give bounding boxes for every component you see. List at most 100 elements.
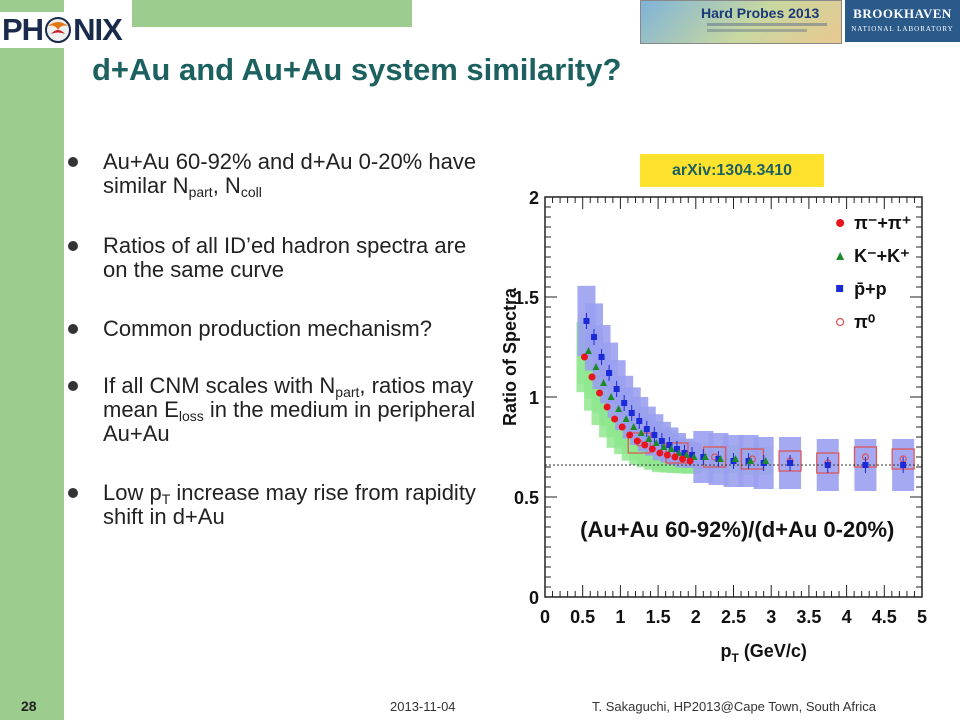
slide-title: d+Au and Au+Au system similarity?	[92, 52, 622, 87]
subscript: part	[188, 184, 213, 200]
kaon-point	[652, 439, 660, 446]
ratio-chart: 0 0.5 1 1.5 2 2.5 3 3.5 4 4.5 5 0 0.5 1 1.5 2 pT (GeV/c)…	[500, 188, 927, 665]
proton-point	[658, 438, 665, 444]
proton-point	[628, 410, 635, 416]
pion-point	[603, 403, 611, 411]
subscript: T	[161, 491, 171, 507]
y-tick-label: 0	[529, 588, 539, 608]
bullet-text: , N	[212, 173, 241, 198]
bullet-dot-icon	[68, 241, 78, 251]
x-tick-label: 3	[766, 607, 776, 627]
y-tick-label: 0.5	[514, 488, 539, 508]
lab-subtitle: NATIONAL LABORATORY	[851, 25, 954, 33]
bullet-item: Ratios of all ID’ed hadron spectra are o…	[68, 234, 483, 282]
pion-point	[641, 441, 649, 449]
kaon-point	[592, 363, 600, 370]
x-tick-label: 1	[615, 607, 625, 627]
pion-point	[671, 453, 679, 461]
x-tick-label: 2.5	[721, 607, 746, 627]
x-tick-label: 4	[842, 607, 852, 627]
chart-annotation: (Au+Au 60-92%)/(d+Au 0-20%)	[580, 517, 894, 542]
kaon-point	[762, 457, 770, 464]
page-number: 28	[21, 698, 37, 714]
kaon-point	[622, 415, 630, 422]
chart-legend: π⁻+π⁺ K⁻+K⁺ p̄+p π⁰	[836, 213, 911, 332]
proton-point	[689, 452, 696, 458]
bullet-text: Common production mechanism?	[103, 316, 432, 341]
x-tick-label: 2	[691, 607, 701, 627]
legend-label: K⁻+K⁺	[854, 246, 910, 266]
proton-point	[700, 454, 707, 460]
pion-point	[618, 423, 626, 431]
kaon-point	[667, 445, 675, 452]
legend-label: π⁰	[854, 312, 875, 332]
proton-point	[583, 318, 590, 324]
bullet-text: Au+Au 60-92% and d+Au 0-20% have similar…	[103, 149, 477, 198]
logo-text-left: PH	[2, 12, 44, 47]
proton-point	[598, 354, 605, 360]
bullet-item: Low pT increase may rise from rapidity s…	[68, 481, 483, 529]
bullet-item: If all CNM scales with Npart, ratios may…	[68, 374, 483, 446]
x-tick-label: 5	[917, 607, 927, 627]
proton-point	[824, 462, 831, 468]
conference-banner: Hard Probes 2013	[640, 0, 842, 44]
bullet-text: , ratios may mean E	[103, 373, 474, 422]
bullet-dot-icon	[68, 157, 78, 167]
y-tick-label: 2	[529, 188, 539, 208]
proton-point	[673, 446, 680, 452]
bullet-text: increase may rise from rapidity shift in…	[103, 480, 476, 529]
kaon-point	[615, 405, 623, 412]
kaon-point	[675, 449, 683, 456]
top-accent-bar	[132, 0, 412, 27]
logo-text-right: NIX	[73, 12, 123, 47]
kaon-point	[732, 455, 739, 462]
subscript: part	[335, 384, 360, 400]
kaon-point	[682, 451, 690, 458]
subscript: loss	[178, 408, 204, 424]
pion-point	[648, 445, 656, 453]
bnl-logo: BROOKHAVEN NATIONAL LABORATORY	[845, 0, 960, 42]
footer-date: 2013-11-04	[390, 699, 456, 714]
proton-point	[591, 334, 598, 340]
bullet-text: in the medium in peripheral Au+Au	[103, 397, 476, 446]
kaon-point	[607, 393, 615, 400]
bullet-dot-icon	[68, 381, 78, 391]
proton-point	[621, 400, 628, 406]
kaon-point	[600, 379, 608, 386]
proton-point	[900, 462, 907, 468]
kaon-point	[645, 435, 653, 442]
x-tick-label: 0	[540, 607, 550, 627]
proton-point	[643, 426, 650, 432]
legend-label: p̄+p	[854, 279, 887, 299]
x-tick-label: 1.5	[646, 607, 671, 627]
banner-line	[707, 23, 827, 26]
x-tick-label: 0.5	[570, 607, 595, 627]
bullet-dot-icon	[68, 488, 78, 498]
arxiv-label[interactable]: arXiv:1304.3410	[640, 154, 824, 187]
bullet-dot-icon	[68, 324, 78, 334]
y-tick-label: 1.5	[514, 288, 539, 308]
legend-pi0-marker	[836, 317, 845, 327]
x-tick-label: 3.5	[796, 607, 821, 627]
kaon-point	[660, 443, 668, 450]
kaon-point	[637, 429, 645, 436]
pion-point	[656, 449, 664, 457]
footer-author: T. Sakaguchi, HP2013@Cape Town, South Af…	[592, 699, 876, 714]
proton-point	[666, 442, 673, 448]
legend-proton-marker	[836, 285, 844, 292]
pion-point	[611, 415, 619, 423]
legend-pion-marker	[836, 219, 845, 227]
bullet-text: Ratios of all ID’ed hadron spectra are o…	[103, 233, 467, 282]
phoenix-bird-icon	[45, 17, 72, 43]
proton-point	[787, 460, 794, 466]
pion-point	[588, 373, 596, 381]
pion-point	[663, 451, 671, 459]
proton-point	[606, 370, 613, 376]
legend-kaon-marker	[836, 252, 845, 260]
kaon-point	[747, 457, 755, 464]
sidebar-strip	[0, 0, 64, 720]
pion-point	[633, 437, 641, 445]
y-axis-title: Ratio of Spectra	[500, 287, 520, 426]
bullet-list: Au+Au 60-92% and d+Au 0-20% have similar…	[68, 150, 483, 529]
bullet-item: Au+Au 60-92% and d+Au 0-20% have similar…	[68, 149, 483, 200]
